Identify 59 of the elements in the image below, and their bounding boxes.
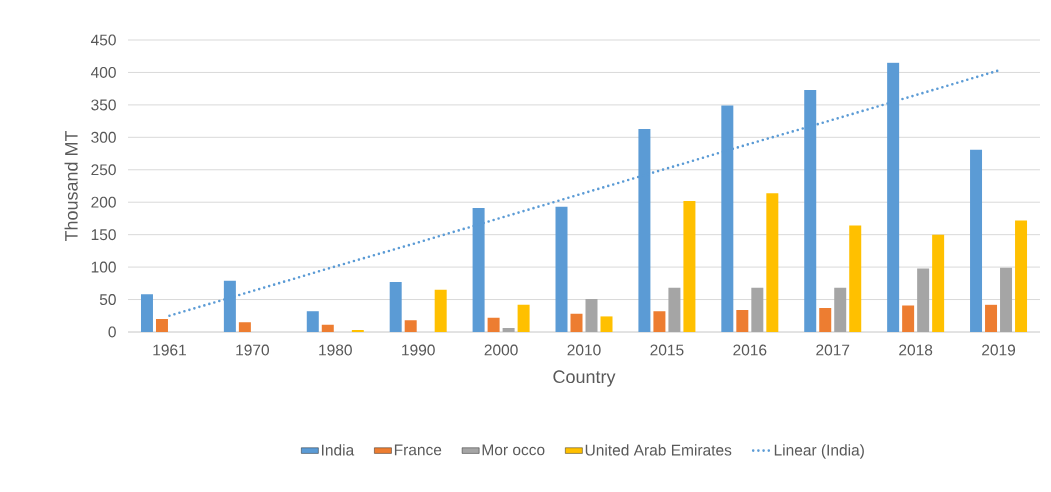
y-tick-label: 300 [91,131,116,143]
bar [434,289,447,332]
bar [736,309,749,332]
bar [902,305,915,332]
legend-label: France [394,444,442,456]
x-tick-label: 2000 [484,344,518,356]
bar [404,320,417,332]
y-tick-label: 350 [91,99,116,111]
y-axis-title: Thousand MT [64,130,78,242]
bar [570,313,583,332]
bar [155,319,168,332]
x-tick-label: 2016 [733,344,767,356]
bar [970,149,983,332]
bar [653,311,666,332]
y-tick-label: 250 [91,164,116,176]
x-tick-label: 1970 [236,344,269,356]
x-tick-label: 2018 [899,344,933,356]
y-tick-label: 150 [91,229,116,241]
bar [917,268,930,332]
legend-label: United Arab Emirates [585,444,732,456]
x-tick-label: 1990 [402,344,435,356]
bar [321,324,334,332]
y-tick-label: 450 [90,34,116,46]
x-tick-label: 2015 [650,344,684,356]
y-tick-label: 50 [99,294,116,306]
x-tick-label: 2017 [816,344,850,356]
bar [306,311,319,332]
bar [668,287,681,332]
x-axis-title: Country [553,370,616,387]
legend-label: India [322,444,355,456]
bar [819,307,832,332]
x-tick-label: 2010 [567,344,601,356]
y-tick-label: 100 [91,261,116,273]
bar [517,304,530,332]
bar [766,193,779,332]
bar [849,225,862,332]
bar [502,328,515,332]
bar [1015,220,1028,332]
y-tick-label: 0 [108,326,116,338]
bar [140,294,153,332]
x-tick-label: 1980 [319,344,352,356]
bar [555,206,568,332]
x-tick-label: 1961 [153,344,186,356]
legend-label: Linear (India) [774,444,864,459]
bar [1000,267,1013,332]
bar [487,317,500,332]
legend-label: Mor occo [482,444,545,456]
x-tick-label: 2019 [982,344,1016,356]
bar [683,200,696,332]
bar [585,298,598,332]
bar [238,322,251,332]
y-tick-label: 200 [91,196,116,208]
bar [985,304,998,332]
bar [834,287,847,332]
bar [751,287,764,332]
bar [932,234,945,332]
bar [389,282,402,332]
y-tick-label: 400 [90,66,116,78]
bar [600,316,613,332]
